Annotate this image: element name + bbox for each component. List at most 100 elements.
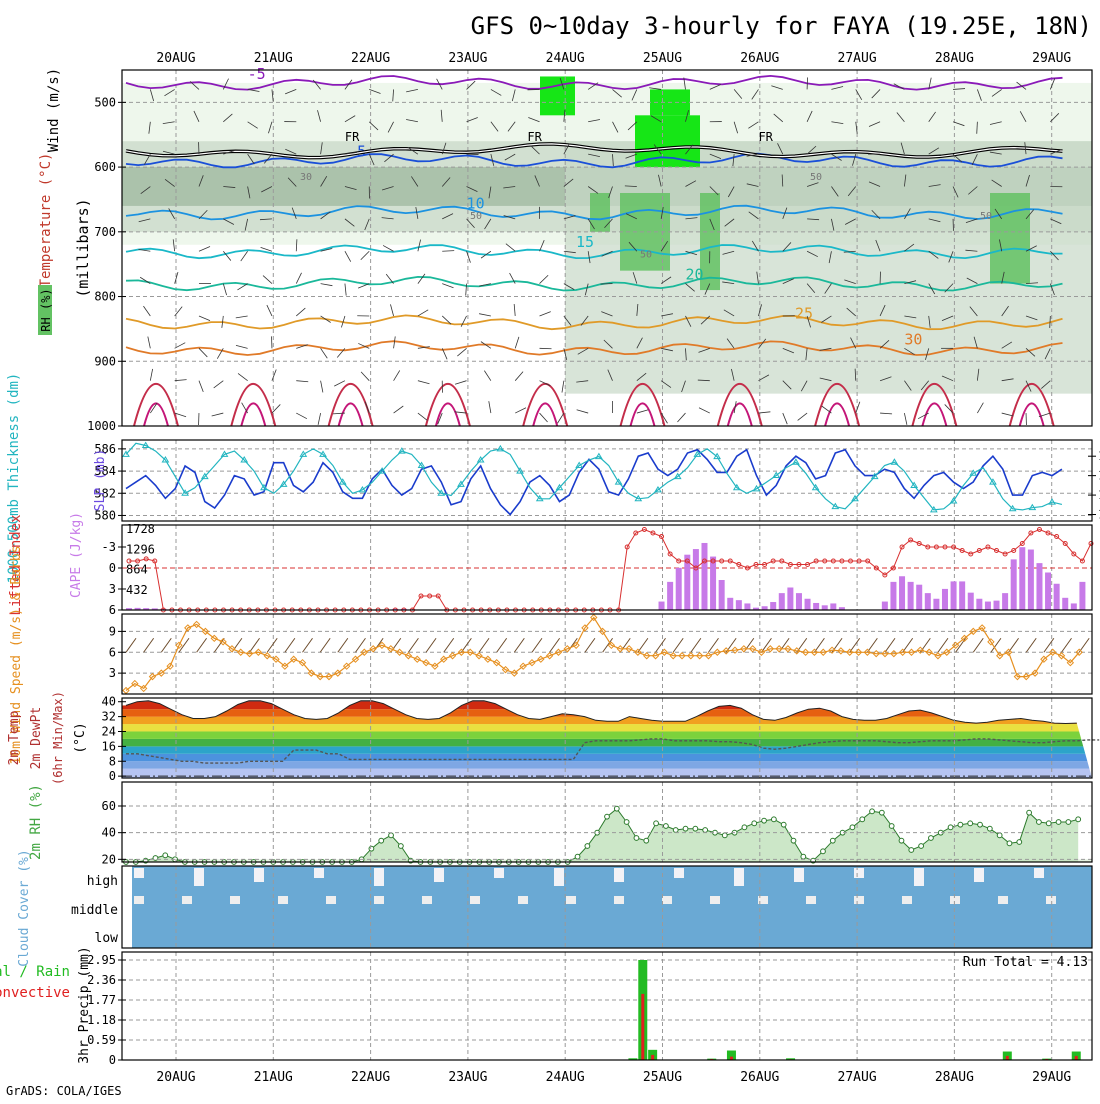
cloud-gap bbox=[422, 896, 432, 904]
rh-green-patch bbox=[990, 193, 1030, 284]
rh-marker bbox=[605, 814, 610, 819]
cape-bar bbox=[942, 589, 948, 610]
wind-barb bbox=[532, 638, 542, 652]
rh-contour-label: 50 bbox=[640, 250, 652, 261]
cape-bar bbox=[719, 580, 725, 610]
temp-band bbox=[122, 761, 1092, 768]
wind-barb bbox=[267, 638, 277, 652]
rh-marker bbox=[899, 838, 904, 843]
rh-marker bbox=[634, 836, 639, 841]
wind-barb bbox=[303, 638, 313, 652]
cloud-gap bbox=[278, 896, 288, 904]
cloud-gap bbox=[662, 896, 672, 904]
wind-barb bbox=[585, 638, 595, 652]
temp-bands bbox=[122, 698, 1092, 778]
tick-label: 40 bbox=[102, 695, 116, 709]
rh-marker bbox=[958, 822, 963, 827]
cloud-gap bbox=[494, 868, 504, 878]
rh-marker bbox=[1066, 820, 1071, 825]
cape-bar bbox=[693, 549, 699, 610]
cloud-gap bbox=[554, 868, 564, 886]
cloud-fill bbox=[132, 866, 1092, 948]
cape-bar bbox=[1011, 559, 1017, 610]
tick-label: 16 bbox=[102, 739, 116, 753]
axis-label-celsius: (°C) bbox=[73, 722, 88, 753]
cape-bar bbox=[908, 582, 914, 610]
precip-conv-bar bbox=[651, 1055, 654, 1060]
date-label-top: 25AUG bbox=[643, 51, 682, 66]
rh-marker bbox=[722, 833, 727, 838]
cape-bar bbox=[779, 593, 785, 610]
rh-marker bbox=[948, 825, 953, 830]
rh-marker bbox=[997, 833, 1002, 838]
cloud-gap bbox=[314, 868, 324, 878]
date-label-bottom: 22AUG bbox=[351, 1070, 390, 1085]
date-label-top: 29AUG bbox=[1032, 51, 1071, 66]
wind-barb bbox=[497, 638, 507, 652]
wind-barb bbox=[444, 638, 454, 652]
temperature-contour-label: 10 bbox=[467, 194, 485, 212]
rh-marker bbox=[771, 817, 776, 822]
cloud-gap bbox=[914, 868, 924, 886]
temp-band bbox=[122, 709, 1092, 716]
rh-marker bbox=[830, 838, 835, 843]
cloud-gap bbox=[134, 868, 144, 878]
rh-marker bbox=[398, 844, 403, 849]
temperature-contour-label: 30 bbox=[904, 330, 922, 348]
wind-barb bbox=[161, 638, 171, 652]
cape-bar bbox=[736, 600, 742, 610]
rh-marker bbox=[929, 836, 934, 841]
wind-barb bbox=[691, 638, 701, 652]
cloud-gap bbox=[470, 896, 480, 904]
cape-bar bbox=[667, 582, 673, 610]
rh-marker bbox=[703, 828, 708, 833]
rh-marker bbox=[987, 826, 992, 831]
tick-label: 800 bbox=[94, 290, 116, 304]
cape-bar bbox=[968, 593, 974, 610]
cape-bar bbox=[916, 585, 922, 610]
date-label-top: 24AUG bbox=[546, 51, 585, 66]
rh-marker bbox=[1046, 821, 1051, 826]
rh-marker bbox=[1017, 840, 1022, 845]
rh-marker bbox=[1037, 820, 1042, 825]
date-label-bottom: 23AUG bbox=[448, 1070, 487, 1085]
rh-marker bbox=[791, 838, 796, 843]
cloud-gap bbox=[194, 868, 204, 886]
precip-conv-bar bbox=[1075, 1056, 1078, 1060]
wind-barb bbox=[179, 638, 189, 652]
rh-marker bbox=[1076, 817, 1081, 822]
temp-band bbox=[122, 724, 1092, 731]
cape-bar bbox=[1071, 603, 1077, 610]
date-label-top: 28AUG bbox=[935, 51, 974, 66]
rh-marker bbox=[369, 846, 374, 851]
thickness-line bbox=[126, 443, 1062, 510]
rh-bright-patch bbox=[540, 76, 575, 115]
axis-label-millibars: (millibars) bbox=[74, 198, 92, 297]
wind-barb bbox=[285, 638, 295, 652]
cape-bar bbox=[822, 605, 828, 610]
cape-bar bbox=[727, 598, 733, 610]
cloud-gap bbox=[1034, 868, 1044, 878]
meteogram-panels: 20AUG20AUG21AUG21AUG22AUG22AUG23AUG23AUG… bbox=[0, 51, 1100, 1085]
rh-marker bbox=[379, 838, 384, 843]
cloud-gap bbox=[614, 868, 624, 882]
rh-marker bbox=[968, 821, 973, 826]
cape-bar bbox=[899, 576, 905, 610]
rh-marker bbox=[850, 825, 855, 830]
cloud-gap bbox=[974, 868, 984, 882]
cloud-gap bbox=[182, 896, 192, 904]
cape-bar bbox=[710, 557, 716, 610]
cape-bar bbox=[933, 599, 939, 610]
freezing-level-label: FR bbox=[345, 130, 360, 144]
wind-barb bbox=[973, 638, 983, 652]
cloud-gap bbox=[794, 868, 804, 882]
rh-marker bbox=[673, 828, 678, 833]
wind-barb bbox=[1026, 638, 1036, 652]
cloud-gap bbox=[950, 896, 960, 904]
cloud-gap bbox=[806, 896, 816, 904]
wind-barb bbox=[514, 638, 524, 652]
wind-barb bbox=[673, 638, 683, 652]
